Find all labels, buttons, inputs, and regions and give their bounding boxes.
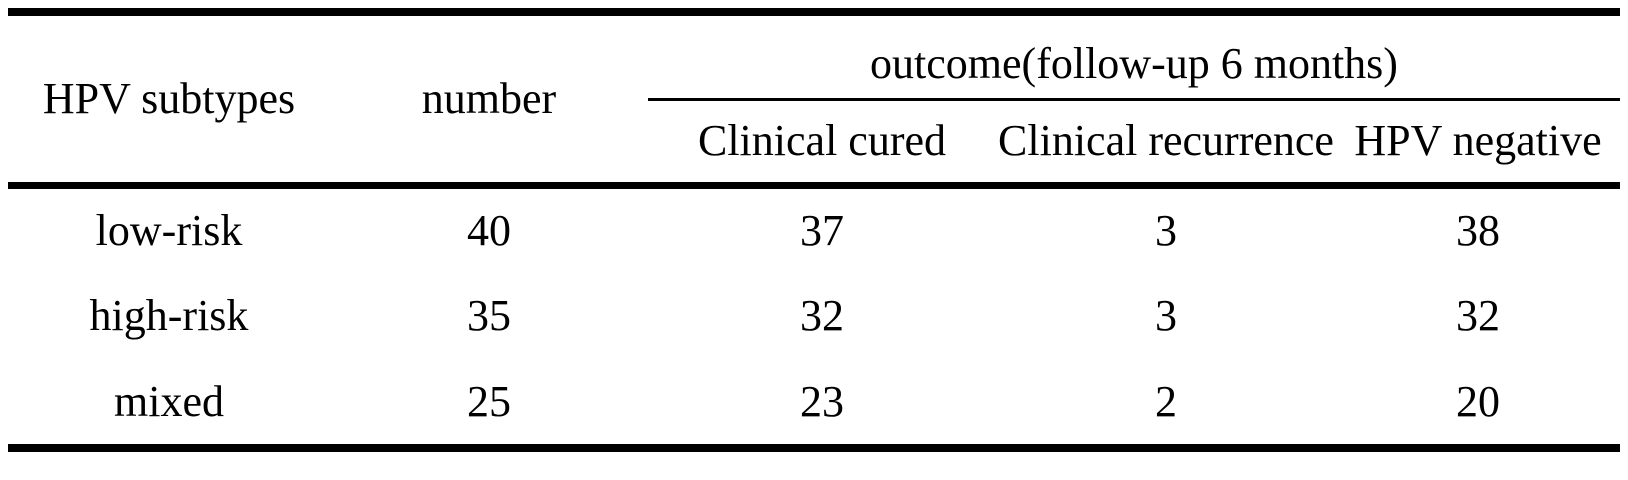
cell-hpv-negative: 32 xyxy=(1456,291,1500,341)
cell-hpv-negative: 20 xyxy=(1456,376,1500,426)
row-high-risk: high-risk 35 32 3 32 xyxy=(8,273,1620,361)
table-header: HPV subtypes number outcome(follow-up 6 … xyxy=(8,12,1621,189)
header-clinical-recurrence: Clinical recurrence xyxy=(996,99,1336,189)
header-number: number xyxy=(330,12,648,189)
cell-clinical-recurrence: 3 xyxy=(1155,291,1177,341)
header-row-sub: Clinical cured Clinical recurrence HPV n… xyxy=(8,99,1621,189)
header-hpv-negative: HPV negative xyxy=(1336,99,1621,189)
cell-number: 25 xyxy=(467,376,511,426)
cell-subtype: mixed xyxy=(114,376,224,426)
cell-clinical-cured: 32 xyxy=(800,291,844,341)
cell-clinical-cured: 37 xyxy=(800,205,844,255)
hpv-outcome-table: HPV subtypes number outcome(follow-up 6 … xyxy=(8,8,1621,452)
header-outcome-group: outcome(follow-up 6 months) xyxy=(648,12,1621,101)
row-low-risk: low-risk 40 37 3 38 xyxy=(8,185,1620,273)
cell-number: 35 xyxy=(467,291,511,341)
cell-clinical-cured: 23 xyxy=(800,376,844,426)
cell-hpv-negative: 38 xyxy=(1456,205,1500,255)
header-clinical-cured: Clinical cured xyxy=(648,99,996,189)
cell-subtype: high-risk xyxy=(89,291,249,341)
header-hpv-subtypes: HPV subtypes xyxy=(8,12,330,189)
cell-clinical-recurrence: 3 xyxy=(1155,205,1177,255)
row-mixed: mixed 25 23 2 20 xyxy=(8,360,1620,448)
cell-clinical-recurrence: 2 xyxy=(1155,376,1177,426)
cell-subtype: low-risk xyxy=(95,205,243,255)
cell-number: 40 xyxy=(467,205,511,255)
header-row-top: HPV subtypes number outcome(follow-up 6 … xyxy=(8,12,1621,189)
table-body: low-risk 40 37 3 38 high-risk 35 32 3 32… xyxy=(8,185,1620,448)
